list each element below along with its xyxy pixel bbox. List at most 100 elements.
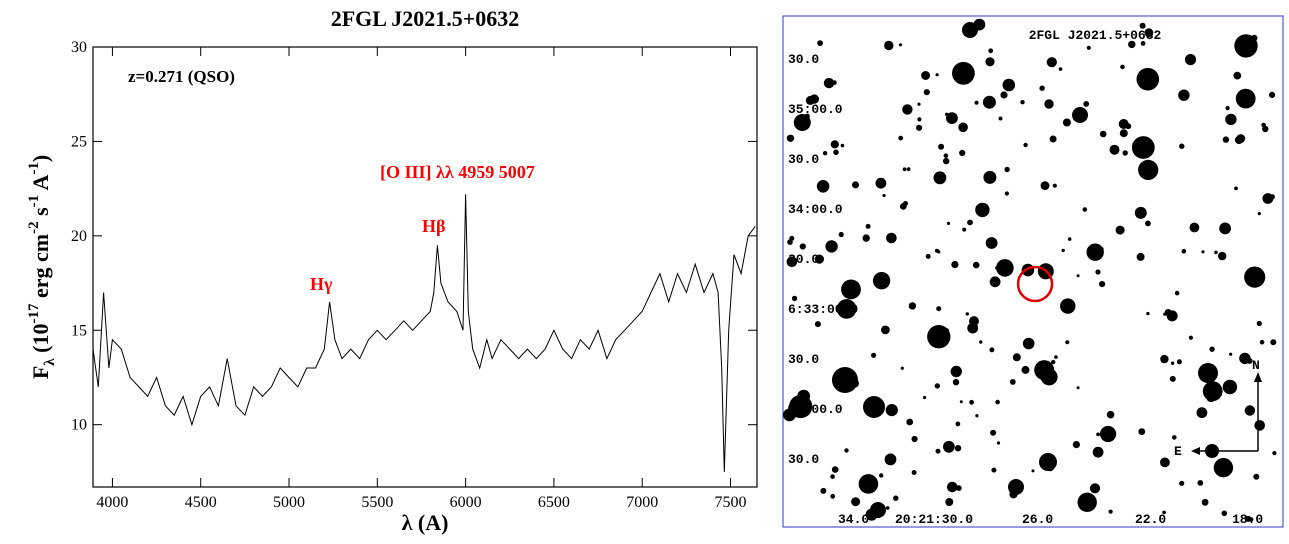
- star: [938, 143, 945, 150]
- star: [982, 95, 996, 109]
- finding-chart-title: 2FGL J2021.5+0632: [1029, 28, 1162, 43]
- star: [906, 418, 914, 426]
- dec-label: 32:00.0: [788, 402, 843, 417]
- star: [988, 48, 994, 54]
- star: [1146, 311, 1150, 316]
- star: [884, 40, 894, 51]
- star: [996, 259, 1014, 277]
- star: [1008, 479, 1024, 495]
- star: [969, 399, 974, 405]
- star: [1072, 441, 1080, 449]
- star: [786, 256, 798, 268]
- star: [1218, 251, 1227, 261]
- star: [1076, 274, 1080, 278]
- star: [1096, 432, 1100, 437]
- star: [797, 389, 811, 403]
- star: [979, 340, 983, 344]
- star: [911, 470, 917, 475]
- star: [1222, 136, 1230, 143]
- star: [1021, 365, 1030, 374]
- star: [1049, 135, 1057, 143]
- star-field: [783, 18, 1277, 522]
- star: [830, 493, 836, 499]
- star: [1065, 340, 1070, 345]
- star: [886, 232, 897, 244]
- star: [900, 366, 904, 370]
- star: [925, 253, 931, 259]
- y-label-part: λ: [42, 358, 58, 366]
- star: [990, 429, 997, 436]
- star: [1138, 428, 1146, 435]
- star: [936, 306, 942, 312]
- star: [870, 502, 886, 518]
- star: [1201, 498, 1209, 506]
- star: [946, 221, 951, 225]
- star: [943, 440, 955, 453]
- star: [1072, 107, 1088, 123]
- star: [1095, 269, 1101, 275]
- star: [935, 73, 939, 77]
- dec-label: 30.0: [788, 352, 819, 367]
- star: [789, 235, 795, 241]
- star: [1144, 28, 1154, 38]
- star: [1244, 266, 1266, 288]
- star: [1272, 451, 1277, 456]
- star: [884, 453, 897, 466]
- star: [1136, 67, 1160, 91]
- star: [974, 100, 979, 105]
- star: [962, 22, 978, 38]
- star: [1254, 420, 1265, 431]
- star: [1051, 359, 1056, 365]
- star: [1083, 101, 1090, 107]
- star: [1244, 405, 1256, 416]
- star: [1077, 492, 1097, 512]
- star: [1022, 337, 1035, 350]
- star: [1236, 134, 1246, 143]
- star: [1257, 212, 1261, 216]
- star: [1086, 243, 1104, 261]
- star: [1262, 125, 1269, 133]
- star: [937, 250, 941, 254]
- star: [844, 448, 849, 453]
- spectrum-line: [92, 194, 756, 472]
- y-label-part: -2: [26, 221, 42, 234]
- annotation: Hγ: [310, 274, 333, 294]
- star: [932, 340, 937, 346]
- star: [1067, 237, 1072, 241]
- star: [831, 466, 839, 473]
- star: [1098, 246, 1104, 252]
- star: [962, 227, 967, 232]
- star: [917, 102, 921, 106]
- ra-label: 18.0: [1232, 512, 1263, 527]
- star: [1060, 298, 1076, 314]
- star: [985, 57, 995, 67]
- star: [975, 414, 979, 418]
- dec-label: 35:00.0: [788, 102, 843, 117]
- star: [898, 135, 904, 141]
- star: [1197, 480, 1204, 486]
- x-axis-label: λ (A): [402, 510, 449, 535]
- star: [1058, 67, 1063, 71]
- star: [1233, 71, 1242, 80]
- star: [1162, 510, 1166, 515]
- star: [1213, 458, 1234, 478]
- star: [1012, 353, 1021, 362]
- star: [1054, 355, 1058, 359]
- star: [903, 201, 908, 206]
- x-tick-label: 4000: [96, 494, 128, 511]
- star: [1044, 99, 1054, 109]
- star: [1270, 339, 1277, 346]
- star: [1120, 64, 1125, 70]
- x-tick-label: 5000: [273, 494, 305, 511]
- compass-arrowhead: [1191, 372, 1262, 455]
- star: [1169, 375, 1176, 382]
- star: [1052, 183, 1057, 188]
- star: [1235, 88, 1256, 109]
- star: [1089, 483, 1101, 494]
- star: [1099, 281, 1106, 288]
- star: [902, 167, 907, 172]
- star: [841, 279, 861, 300]
- star: [1246, 358, 1253, 364]
- star: [934, 383, 940, 389]
